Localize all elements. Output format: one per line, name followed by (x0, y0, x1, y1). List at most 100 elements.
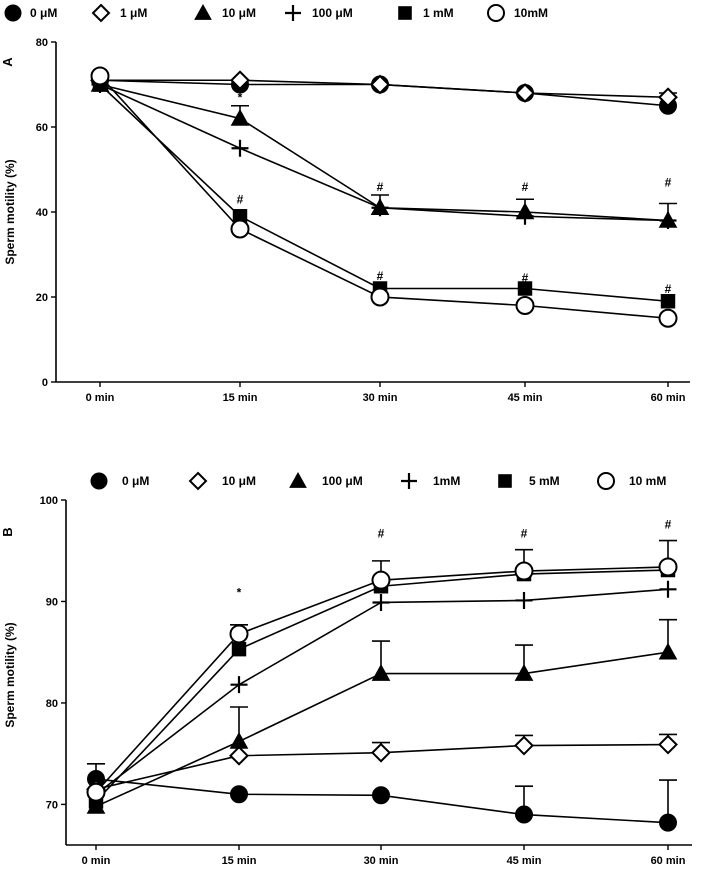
legend-marker (90, 472, 108, 490)
panel-letter: A (0, 57, 15, 67)
x-tick-label: 30 min (364, 855, 399, 867)
legend-marker (401, 473, 417, 489)
x-tick-label: 30 min (363, 392, 398, 404)
data-point (658, 734, 678, 755)
y-tick-label: 70 (46, 799, 58, 811)
data-point (230, 676, 248, 694)
legend-marker (398, 6, 412, 20)
data-point (659, 212, 677, 229)
significance-marker: # (377, 180, 384, 194)
data-point (371, 199, 389, 217)
legend-marker (289, 471, 307, 488)
significance-marker: * (238, 91, 243, 105)
data-point (229, 624, 249, 644)
series-line (95, 588, 669, 795)
data-point (658, 642, 678, 660)
legend-marker (498, 474, 512, 488)
legend-label: 10mM (514, 6, 548, 20)
data-point (230, 785, 248, 804)
y-tick-label: 40 (36, 207, 48, 219)
data-point (660, 294, 676, 309)
x-tick-label: 45 min (507, 855, 542, 867)
significance-marker: # (521, 527, 528, 541)
data-point (371, 742, 391, 763)
significance-marker: # (522, 180, 529, 194)
legend-label: 0 μM (30, 6, 57, 20)
data-point (658, 308, 678, 328)
legend-label: 1 μM (120, 6, 147, 20)
y-tick-label: 20 (36, 292, 48, 304)
y-tick-label: 100 (40, 495, 58, 507)
series-line (99, 83, 669, 222)
legend-label: 10 mM (629, 474, 666, 488)
data-point (371, 570, 391, 590)
series-line (99, 83, 669, 303)
data-point (659, 813, 677, 832)
legend-label: 1 mM (423, 6, 454, 20)
data-point (515, 805, 533, 824)
data-point (517, 281, 533, 296)
legend-label: 100 μM (312, 6, 353, 20)
data-point (231, 139, 249, 157)
data-point (515, 591, 533, 609)
data-point (515, 83, 535, 103)
data-point (229, 731, 249, 749)
data-point (372, 593, 390, 611)
legend-label: 10 μM (222, 6, 256, 20)
x-tick-label: 0 min (82, 855, 111, 867)
data-point (516, 207, 534, 225)
significance-marker: * (237, 585, 242, 599)
data-point (658, 87, 678, 108)
significance-marker: # (522, 271, 529, 285)
y-tick-label: 0 (42, 377, 48, 389)
y-tick-label: 80 (46, 698, 58, 710)
y-tick-label: 90 (46, 596, 58, 608)
data-point (231, 641, 247, 657)
x-tick-label: 60 min (651, 855, 686, 867)
chart-panel-b: 0 μM 10 μM 100 μM 1mM 5 mM 10 mM 70 80 90 100 0 mi… (0, 471, 692, 867)
y-tick-label: 80 (36, 37, 48, 49)
x-tick-label: 45 min (508, 392, 543, 404)
x-tick-label: 0 min (86, 392, 115, 404)
data-point (659, 580, 677, 598)
y-tick-label: 60 (36, 122, 48, 134)
y-axis-title: Sperm motility (%) (3, 159, 17, 264)
data-point (514, 561, 534, 581)
data-point (372, 786, 390, 805)
legend-marker (487, 4, 505, 22)
significance-marker: # (378, 527, 385, 541)
legend-label: 0 μM (122, 474, 149, 488)
data-point (658, 557, 678, 577)
data-point (514, 735, 534, 756)
legend-marker (597, 472, 615, 490)
significance-marker: # (237, 193, 244, 207)
data-point (515, 296, 535, 315)
data-point (229, 745, 249, 766)
significance-marker: # (665, 517, 672, 531)
data-point (90, 66, 110, 86)
x-tick-label: 60 min (651, 392, 686, 404)
data-point (370, 74, 390, 95)
legend-marker (4, 4, 22, 22)
legend-label: 1mM (433, 474, 460, 488)
data-point (232, 209, 248, 224)
legend-label: 5 mM (529, 474, 560, 488)
legend-marker (285, 5, 301, 21)
y-axis-title: Sperm motility (%) (3, 622, 17, 727)
data-point (514, 663, 534, 681)
x-tick-label: 15 min (222, 855, 257, 867)
data-point (371, 663, 391, 681)
data-point (86, 782, 106, 802)
x-tick-label: 15 min (223, 392, 258, 404)
data-point (230, 108, 250, 126)
data-point (230, 70, 250, 91)
data-point (370, 287, 390, 307)
data-point (230, 219, 250, 239)
chart-panel-a: 0 μM 1 μM 10 μM 100 μM 1 mM 10mM 0 20 40 60 80 0 mi… (0, 3, 690, 404)
legend-label: 10 μM (222, 474, 256, 488)
legend-marker (188, 471, 208, 491)
panel-letter: B (0, 527, 15, 536)
legend-marker (91, 3, 111, 23)
significance-marker: # (665, 176, 672, 190)
